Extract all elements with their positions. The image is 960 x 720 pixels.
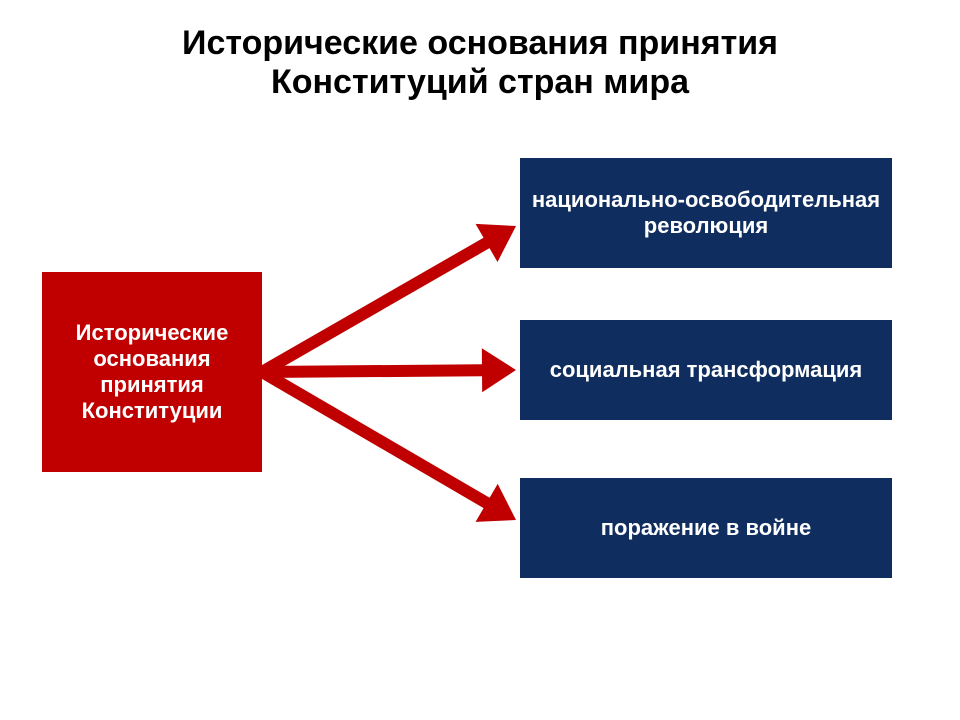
- target-node-1: социальная трансформация: [520, 320, 892, 420]
- target-node-2: поражение в войне: [520, 478, 892, 578]
- target-node-0: национально-освободительная революция: [520, 158, 892, 268]
- source-node-label: Исторические основания принятия Конститу…: [52, 320, 252, 424]
- target-node-2-label: поражение в войне: [601, 515, 811, 541]
- source-node: Исторические основания принятия Конститу…: [42, 272, 262, 472]
- target-node-1-label: социальная трансформация: [550, 357, 863, 383]
- title-line-1: Исторические основания принятия: [0, 24, 960, 63]
- target-node-0-label: национально-освободительная революция: [530, 187, 882, 239]
- page-title: Исторические основания принятия Конститу…: [0, 24, 960, 102]
- title-line-2: Конституций стран мира: [0, 63, 960, 102]
